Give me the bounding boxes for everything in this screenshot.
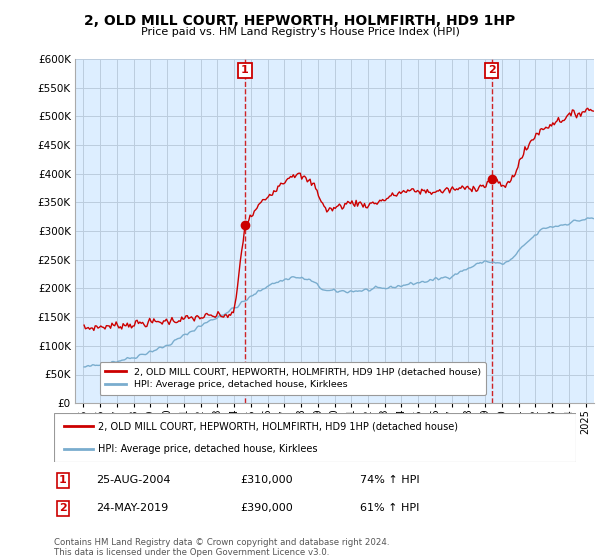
Text: 24-MAY-2019: 24-MAY-2019 xyxy=(96,503,168,514)
Text: £390,000: £390,000 xyxy=(240,503,293,514)
Text: Price paid vs. HM Land Registry's House Price Index (HPI): Price paid vs. HM Land Registry's House … xyxy=(140,27,460,37)
Text: 2, OLD MILL COURT, HEPWORTH, HOLMFIRTH, HD9 1HP (detached house): 2, OLD MILL COURT, HEPWORTH, HOLMFIRTH, … xyxy=(98,421,458,431)
Text: 74% ↑ HPI: 74% ↑ HPI xyxy=(360,475,419,486)
Text: HPI: Average price, detached house, Kirklees: HPI: Average price, detached house, Kirk… xyxy=(98,444,318,454)
Text: 2, OLD MILL COURT, HEPWORTH, HOLMFIRTH, HD9 1HP: 2, OLD MILL COURT, HEPWORTH, HOLMFIRTH, … xyxy=(85,14,515,28)
Text: Contains HM Land Registry data © Crown copyright and database right 2024.
This d: Contains HM Land Registry data © Crown c… xyxy=(54,538,389,557)
Text: £310,000: £310,000 xyxy=(240,475,293,486)
Text: 61% ↑ HPI: 61% ↑ HPI xyxy=(360,503,419,514)
Text: 25-AUG-2004: 25-AUG-2004 xyxy=(96,475,170,486)
Legend: 2, OLD MILL COURT, HEPWORTH, HOLMFIRTH, HD9 1HP (detached house), HPI: Average p: 2, OLD MILL COURT, HEPWORTH, HOLMFIRTH, … xyxy=(100,362,487,395)
Text: 1: 1 xyxy=(241,66,249,75)
Text: 2: 2 xyxy=(59,503,67,514)
Text: 2: 2 xyxy=(488,66,496,75)
Text: 1: 1 xyxy=(59,475,67,486)
FancyBboxPatch shape xyxy=(54,413,576,462)
